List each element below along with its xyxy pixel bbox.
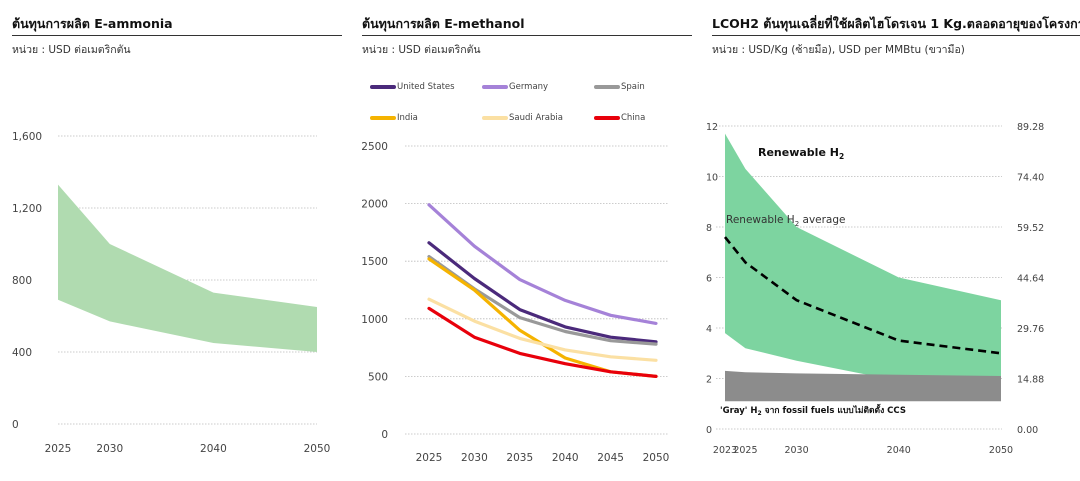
ammonia-title-rule	[12, 35, 342, 36]
methanol-title-rule	[362, 35, 692, 36]
legend-swatch	[370, 85, 396, 89]
y-tick-label: 0	[381, 429, 388, 441]
y-tick-label-right: 29.76	[1017, 324, 1044, 335]
legend-swatch	[482, 116, 508, 120]
renewable-h2-label: Renewable H2	[758, 146, 844, 161]
y-tick-label-left: 12	[706, 122, 718, 133]
y-tick-label-left: 4	[706, 324, 712, 335]
y-tick-label: 1500	[361, 256, 388, 268]
x-tick-label: 2050	[643, 452, 670, 464]
y-tick-label-left: 8	[706, 223, 712, 234]
x-tick-label: 2025	[733, 445, 757, 456]
y-tick-label-right: 74.40	[1017, 173, 1044, 184]
x-tick-label: 2040	[200, 443, 227, 455]
methanol-legend: United States Germany Spain India Saudi Arab…	[370, 82, 690, 132]
ammonia-chart: 0 400 800 1,200 1,600 2025 2030 2040 2050	[12, 131, 331, 455]
x-tick-label: 2045	[597, 452, 624, 464]
gray-h2-label: 'Gray' H2 จาก fossil fuels แบบไม่ติดตั้ง…	[720, 403, 906, 417]
x-tick-label: 2040	[887, 445, 911, 456]
legend-label: India	[397, 113, 418, 123]
x-tick-label: 2025	[45, 443, 72, 455]
legend-item: China	[594, 113, 645, 123]
y-tick-label: 1000	[361, 314, 388, 326]
y-tick-label-right: 89.28	[1017, 122, 1044, 133]
legend-swatch	[594, 85, 620, 89]
x-tick-label: 2030	[96, 443, 123, 455]
legend-label: China	[621, 113, 646, 123]
methanol-title: ต้นทุนการผลิต E-methanol	[362, 16, 525, 31]
renewable-h2-average-line	[723, 236, 1002, 355]
legend-label: United States	[397, 82, 455, 92]
legend-item: India	[370, 113, 418, 123]
legend-item: United States	[370, 82, 455, 92]
x-tick-label: 2023	[713, 445, 737, 456]
ammonia-panel: ต้นทุนการผลิต E-ammonia หน่วย : USD ต่อเ…	[12, 0, 342, 481]
y-tick-label-right: 14.88	[1017, 375, 1044, 386]
lcoh-title-rule	[712, 35, 1080, 36]
x-tick-label: 2035	[506, 452, 533, 464]
y-tick-label: 400	[12, 347, 32, 359]
ammonia-title: ต้นทุนการผลิต E-ammonia	[12, 16, 173, 31]
lcoh-chart: 0 0.00 2 14.88 4 29.76 6 44.64 8 59.52 10 74.40 12 89…	[706, 122, 1044, 456]
legend-swatch	[370, 116, 396, 120]
legend-item: Spain	[594, 82, 645, 92]
lcoh-panel: LCOH2 ต้นทุนเฉลี่ยที่ใช้ผลิตไฮโดรเจน 1 K…	[706, 0, 1080, 481]
legend-item: Saudi Arabia	[482, 113, 563, 123]
y-tick-label-left: 0	[706, 425, 712, 436]
series-line	[427, 241, 658, 344]
y-tick-label: 2500	[361, 141, 388, 153]
lcoh-unit: หน่วย : USD/Kg (ซ้ายมือ), USD per MMBtu …	[712, 44, 965, 56]
lcoh-title: LCOH2 ต้นทุนเฉลี่ยที่ใช้ผลิตไฮโดรเจน 1 K…	[712, 16, 1080, 31]
y-tick-label: 800	[12, 275, 32, 287]
legend-item: Germany	[482, 82, 548, 92]
y-tick-label: 2000	[361, 199, 388, 211]
legend-swatch	[594, 116, 620, 120]
y-tick-label-right: 44.64	[1017, 274, 1044, 285]
legend-label: Germany	[509, 82, 549, 92]
renewable-h2-average-label: Renewable H2 average	[726, 214, 846, 228]
x-tick-label: 2050	[989, 445, 1013, 456]
renewable-h2-area	[725, 133, 1001, 392]
x-tick-label: 2040	[552, 452, 579, 464]
y-tick-label-left: 10	[706, 173, 718, 184]
legend-label: Spain	[621, 82, 645, 92]
legend-label: Saudi Arabia	[509, 113, 563, 123]
y-tick-label-left: 2	[706, 375, 712, 386]
x-tick-label: 2030	[461, 452, 488, 464]
series-line	[427, 297, 658, 362]
y-tick-label-right: 59.52	[1017, 223, 1044, 234]
y-tick-label-left: 6	[706, 274, 712, 285]
gray-h2-area	[725, 370, 1001, 402]
x-tick-label: 2025	[416, 452, 443, 464]
y-tick-label: 500	[368, 371, 388, 383]
methanol-unit: หน่วย : USD ต่อเมตริกตัน	[362, 44, 481, 56]
ammonia-unit: หน่วย : USD ต่อเมตริกตัน	[12, 44, 131, 56]
y-tick-label: 1,600	[12, 131, 42, 143]
y-tick-label: 0	[12, 419, 19, 431]
x-tick-label: 2050	[304, 443, 331, 455]
methanol-chart: 0 500 1000 1500 2000 2500 2025 2030 2035 2040 2045…	[361, 141, 670, 464]
x-tick-label: 2030	[784, 445, 808, 456]
y-tick-label: 1,200	[12, 203, 42, 215]
y-tick-label-right: 0.00	[1017, 425, 1038, 436]
cost-range-area	[58, 184, 317, 352]
series-line	[427, 203, 658, 325]
legend-swatch	[482, 85, 508, 89]
methanol-panel: ต้นทุนการผลิต E-methanol หน่วย : USD ต่อ…	[361, 0, 692, 481]
series-line	[427, 306, 658, 378]
